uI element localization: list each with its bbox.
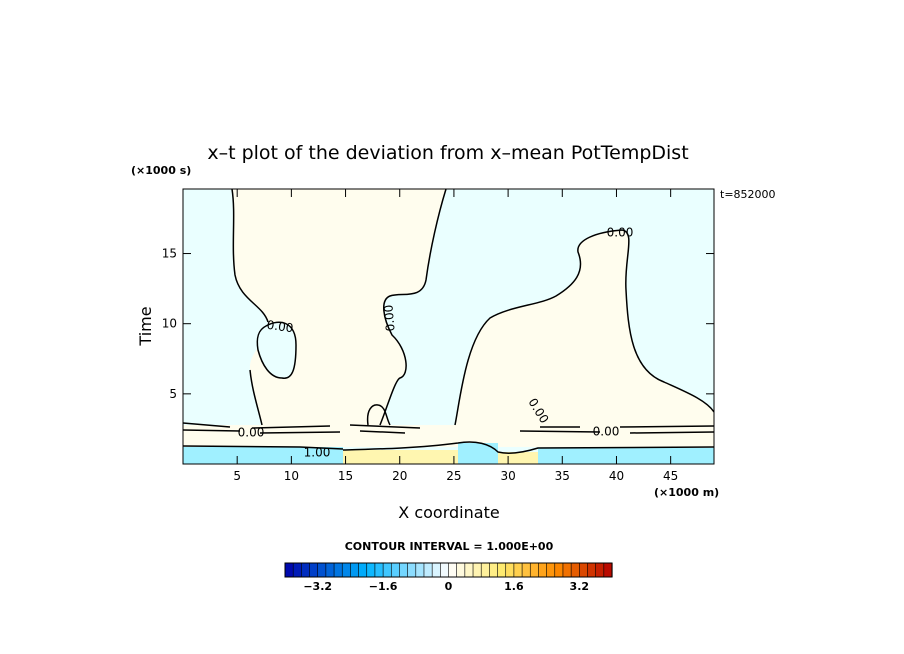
field-regions bbox=[183, 189, 714, 464]
colorbar-cell bbox=[415, 562, 425, 578]
colorbar-cell bbox=[309, 562, 319, 578]
contour-lines bbox=[183, 189, 714, 454]
contour-label: 0.00 bbox=[381, 304, 397, 332]
field-band-negative-center bbox=[458, 443, 498, 464]
y-tick-label: 5 bbox=[169, 387, 177, 401]
x-tick-label: 20 bbox=[392, 469, 407, 483]
plot-frame bbox=[182, 188, 715, 465]
x-axis-unit: (×1000 m) bbox=[654, 486, 719, 499]
colorbar-cell bbox=[529, 562, 540, 578]
contour-band-upper bbox=[183, 422, 714, 429]
colorbar-cell bbox=[333, 562, 343, 578]
contour-line-left-lower bbox=[249, 369, 263, 426]
colorbar-cell bbox=[562, 562, 572, 578]
contour-label: 0.00 bbox=[238, 426, 265, 440]
x-tick-label: 25 bbox=[446, 469, 461, 483]
colorbar-cell bbox=[472, 562, 482, 578]
chart-title: x–t plot of the deviation from x–mean Po… bbox=[207, 142, 688, 164]
colorbar-cell bbox=[358, 562, 368, 578]
colorbar-cell bbox=[489, 562, 499, 578]
contour-interval-text: CONTOUR INTERVAL = 1.000E+00 bbox=[345, 540, 554, 553]
colorbar-cell bbox=[521, 562, 531, 578]
x-tick-label: 40 bbox=[609, 469, 624, 483]
contour-line-right bbox=[454, 229, 714, 426]
colorbar-cell bbox=[538, 562, 548, 578]
colorbar-tick-label: 1.6 bbox=[504, 580, 524, 593]
colorbar-cell bbox=[399, 562, 409, 578]
contour-band-middle bbox=[183, 429, 714, 434]
field-region-positive-right bbox=[455, 230, 714, 425]
colorbar-cell bbox=[317, 562, 327, 578]
colorbar-cell bbox=[464, 562, 474, 578]
contour-line-left bbox=[231, 189, 269, 323]
colorbar-cell bbox=[513, 562, 523, 578]
colorbar-cell bbox=[423, 562, 433, 578]
x-axis-label: X coordinate bbox=[398, 503, 499, 522]
colorbar-cell bbox=[578, 562, 589, 578]
colorbar-cell bbox=[440, 562, 450, 578]
x-tick-label: 15 bbox=[338, 469, 353, 483]
colorbar-cell bbox=[603, 562, 613, 578]
colorbar-cell bbox=[570, 562, 580, 578]
colorbar-cell bbox=[595, 562, 605, 578]
field-band-positive-right bbox=[498, 452, 538, 464]
contour-label: 1.00 bbox=[304, 446, 331, 460]
colorbar-tick-label: −1.6 bbox=[369, 580, 398, 593]
field-band-negative-right bbox=[538, 448, 714, 464]
field-region-negative-pocket bbox=[257, 322, 296, 379]
x-axis-ticks: 5 10 15 20 25 30 35 40 45 bbox=[233, 189, 678, 483]
colorbar-cell bbox=[497, 562, 507, 578]
x-tick-label: 5 bbox=[233, 469, 241, 483]
colorbar-cell bbox=[325, 562, 335, 578]
contour-band-lower bbox=[183, 441, 714, 454]
colorbar-cell bbox=[448, 562, 458, 578]
contour-label: 0.00 bbox=[607, 226, 634, 240]
colorbar-cell bbox=[382, 562, 392, 578]
time-stamp: t=852000 bbox=[720, 188, 776, 201]
colorbar-cell bbox=[431, 562, 441, 578]
field-band-positive bbox=[183, 425, 714, 447]
field-region-positive-center bbox=[367, 404, 390, 425]
colorbar-cell bbox=[301, 562, 311, 578]
colorbar-tick-label: −3.2 bbox=[303, 580, 332, 593]
field-band-positive-center bbox=[343, 450, 458, 464]
colorbar-cell bbox=[284, 562, 294, 578]
colorbar-cell bbox=[292, 562, 302, 578]
contour-label: 0.00 bbox=[593, 425, 620, 439]
y-axis-ticks: 5 10 15 bbox=[162, 247, 714, 401]
y-axis-unit: (×1000 s) bbox=[131, 164, 191, 177]
x-tick-label: 45 bbox=[663, 469, 678, 483]
colorbar-cell bbox=[554, 562, 564, 578]
y-tick-label: 15 bbox=[162, 247, 177, 261]
contour-label: 0.00 bbox=[266, 318, 294, 336]
colorbar-frame bbox=[284, 562, 613, 578]
colorbar-cell bbox=[546, 562, 556, 578]
colorbar-cell bbox=[587, 562, 597, 578]
colorbar-cell bbox=[374, 562, 384, 578]
colorbar: −3.2 −1.6 0 1.6 3.2 bbox=[284, 562, 613, 593]
colorbar-tick-label: 0 bbox=[445, 580, 453, 593]
colorbar-cell bbox=[390, 562, 401, 578]
contour-line-center bbox=[379, 189, 447, 426]
colorbar-cell bbox=[407, 562, 417, 578]
colorbar-cell bbox=[456, 562, 466, 578]
colorbar-tick-label: 3.2 bbox=[570, 580, 590, 593]
x-tick-label: 35 bbox=[555, 469, 570, 483]
colorbar-cell bbox=[505, 562, 515, 578]
x-tick-label: 10 bbox=[284, 469, 299, 483]
contour-line-blob bbox=[366, 404, 391, 426]
field-band-negative-left bbox=[183, 447, 343, 464]
colorbar-cell bbox=[480, 562, 490, 578]
contour-line-pocket bbox=[256, 321, 297, 379]
y-tick-label: 10 bbox=[162, 317, 177, 331]
y-axis-label: Time bbox=[136, 306, 155, 346]
colorbar-cell bbox=[341, 562, 352, 578]
x-tick-label: 30 bbox=[500, 469, 515, 483]
colorbar-cell bbox=[366, 562, 376, 578]
colorbar-cell bbox=[350, 562, 360, 578]
